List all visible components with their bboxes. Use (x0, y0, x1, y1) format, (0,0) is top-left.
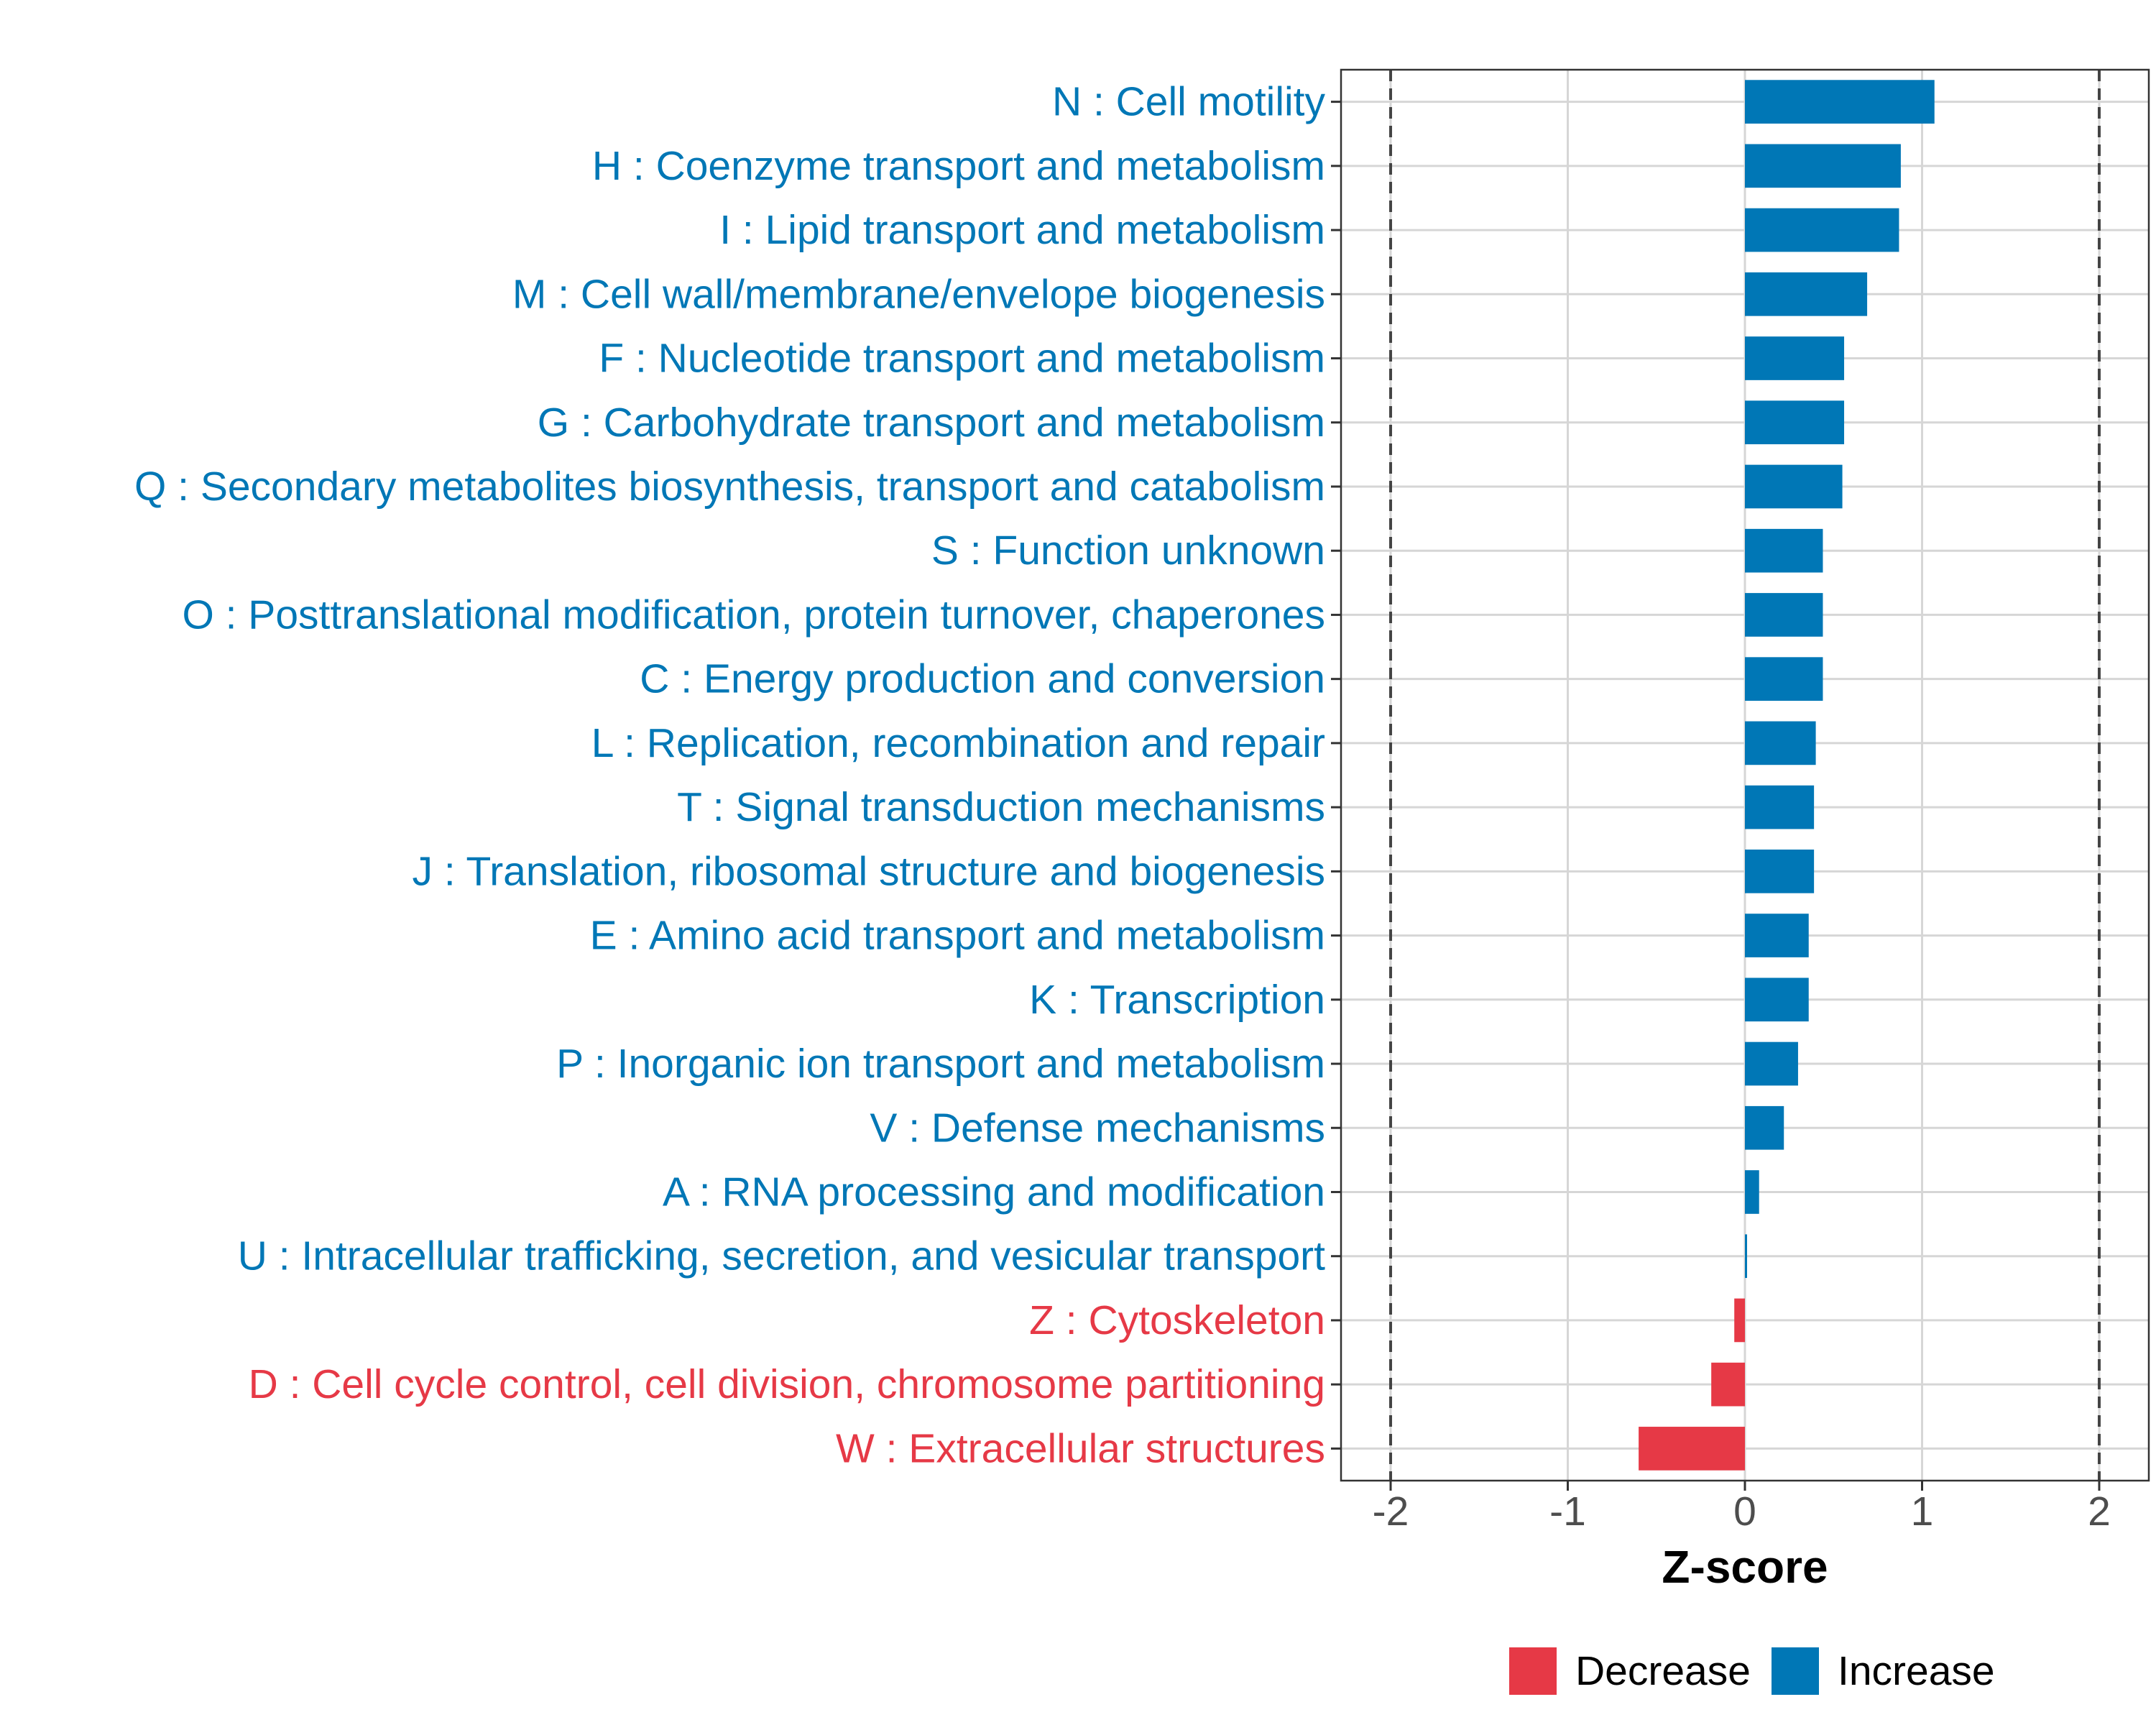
legend: Decrease Increase (1509, 1647, 1995, 1695)
category-label: P : Inorganic ion transport and metaboli… (556, 1041, 1325, 1087)
category-label: L : Replication, recombination and repai… (591, 720, 1325, 766)
category-label: C : Energy production and conversion (640, 656, 1325, 702)
category-label: A : RNA processing and modification (663, 1169, 1325, 1215)
category-label: K : Transcription (1029, 977, 1325, 1023)
x-axis-title: Z-score (1662, 1541, 1828, 1593)
y-ticks (1331, 101, 1341, 1450)
bar (1745, 914, 1809, 957)
bar (1711, 1362, 1745, 1407)
category-label: G : Carbohydrate transport and metabolis… (538, 400, 1325, 446)
threshold-lines (1389, 70, 2101, 1481)
bar (1745, 978, 1809, 1022)
x-ticks: -2 -1 0 1 2 (1373, 1481, 2111, 1535)
category-label: E : Amino acid transport and metabolism (590, 913, 1325, 959)
x-tick-label: -1 (1549, 1489, 1586, 1535)
legend-swatch (1772, 1647, 1819, 1695)
category-label: M : Cell wall/membrane/envelope biogenes… (512, 271, 1325, 317)
category-labels: N : Cell motility H : Coenzyme transport … (134, 79, 1326, 1472)
bar (1745, 1234, 1747, 1279)
bar (1745, 80, 1935, 124)
bar (1745, 144, 1901, 188)
category-label: I : Lipid transport and metabolism (719, 207, 1325, 253)
category-label: T : Signal transduction mechanisms (677, 784, 1325, 830)
category-label: O : Posttranslational modification, prot… (182, 592, 1325, 638)
bar (1745, 1105, 1784, 1150)
category-label: D : Cell cycle control, cell division, c… (249, 1361, 1325, 1407)
x-tick-label: -2 (1373, 1489, 1409, 1535)
bar (1745, 657, 1823, 701)
bar (1745, 400, 1845, 445)
bar (1734, 1298, 1745, 1343)
bar (1745, 208, 1899, 252)
bar (1745, 785, 1815, 829)
category-label: J : Translation, ribosomal structure and… (413, 848, 1325, 894)
category-label: W : Extracellular structures (836, 1425, 1325, 1471)
bar (1745, 1041, 1798, 1086)
x-tick-label: 2 (2088, 1489, 2111, 1535)
legend-swatch (1509, 1647, 1557, 1695)
x-tick-label: 0 (1733, 1489, 1756, 1535)
category-label: V : Defense mechanisms (870, 1105, 1325, 1151)
legend-label: Increase (1838, 1648, 1995, 1694)
category-label: Z : Cytoskeleton (1029, 1297, 1325, 1343)
category-label: U : Intracellular trafficking, secretion… (238, 1233, 1325, 1279)
bars (1639, 80, 1935, 1471)
legend-label: Decrease (1575, 1648, 1751, 1694)
category-label: S : Function unknown (931, 528, 1325, 574)
bar (1745, 336, 1845, 380)
bar (1745, 464, 1843, 509)
category-label: H : Coenzyme transport and metabolism (592, 143, 1325, 189)
bar (1745, 528, 1823, 573)
bar (1745, 272, 1868, 316)
bar (1745, 721, 1816, 765)
bar (1745, 593, 1823, 637)
x-tick-label: 1 (1911, 1489, 1934, 1535)
category-label: N : Cell motility (1052, 79, 1326, 125)
category-label: F : Nucleotide transport and metabolism (599, 336, 1325, 382)
bar (1639, 1427, 1745, 1471)
bar (1745, 850, 1815, 893)
category-label: Q : Secondary metabolites biosynthesis, … (134, 464, 1325, 510)
bar (1745, 1170, 1759, 1214)
